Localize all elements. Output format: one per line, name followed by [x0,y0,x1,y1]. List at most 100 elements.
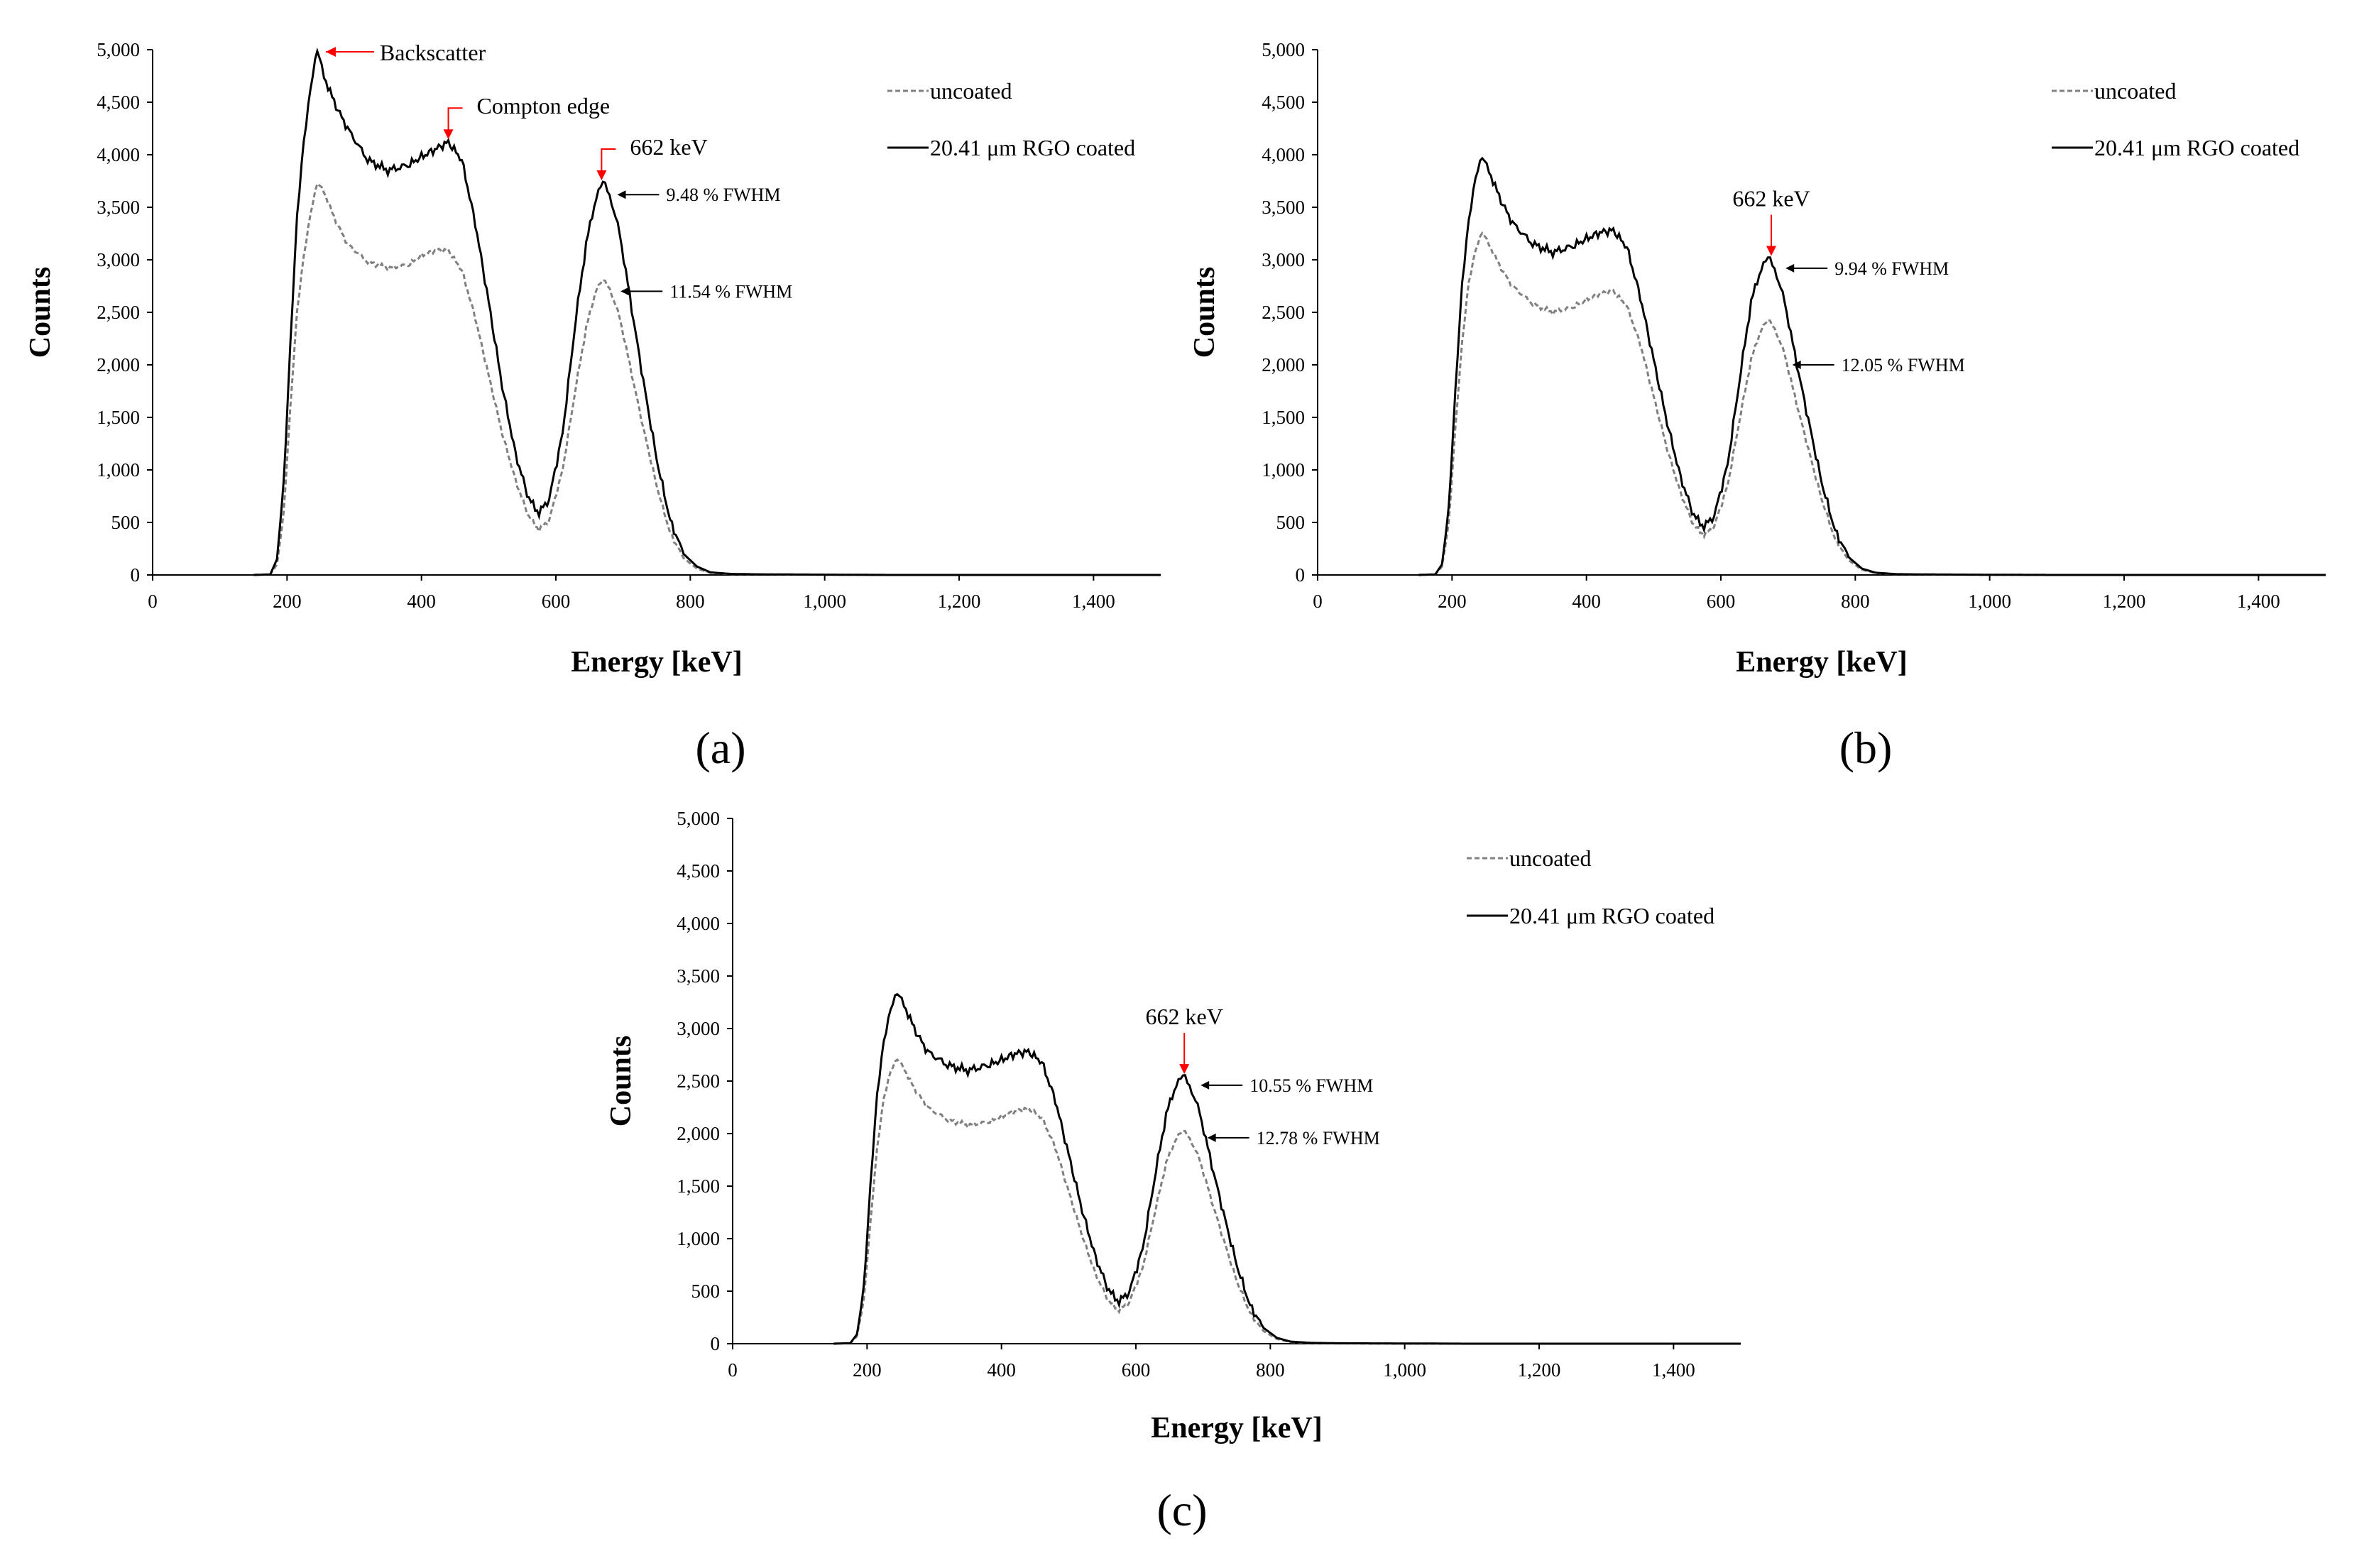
x-tick-label: 200 [273,591,302,612]
y-axis-ticks: 0 500 1,000 1,500 2,000 2,500 3,000 3,500 4,000 4… [677,808,733,1354]
y-tick-label: 2,500 [677,1070,720,1092]
legend: uncoated 20.41 μm RGO coated [1467,845,1714,928]
y-tick-label: 4,000 [1262,144,1305,165]
y-tick-label: 4,000 [97,144,140,165]
x-tick-label: 1,400 [1072,591,1115,612]
y-tick-label: 5,000 [97,39,140,60]
x-tick-label: 800 [676,591,705,612]
x-axis-ticks: 0 200 400 600 800 1,000 1,200 1,400 [1313,575,2280,612]
y-tick-label: 1,000 [677,1228,720,1249]
backscatter-annotation: Backscatter [380,40,486,65]
fwhm_uncoated-arrowhead [1207,1133,1216,1142]
annotations: Backscatter Compton edge 662 keV 9.48 % … [325,40,792,302]
y-axis-ticks: 0 500 1,000 1,500 2,000 2,500 3,000 3,500 4,000 4… [97,39,153,586]
x-axis-ticks: 0 200 400 600 800 1,000 1,200 1,400 [728,1344,1695,1381]
y-axis-ticks: 0 500 1,000 1,500 2,000 2,500 3,000 3,500 4,000 4… [1262,39,1318,586]
x-tick-label: 1,000 [1968,591,2011,612]
y-tick-label: 1,500 [677,1175,720,1197]
y-tick-label: 5,000 [1262,39,1305,60]
y-tick-label: 1,000 [1262,459,1305,481]
fwhm-coated-annotation: 9.48 % FWHM [666,185,780,205]
y-tick-label: 3,000 [1262,249,1305,270]
fwhm_coated-arrowhead [1200,1080,1210,1090]
x-tick-label: 0 [1313,591,1323,612]
peak-arrow [601,148,616,173]
chart-panel-c: 0 500 1,000 1,500 2,000 2,500 3,000 3,500 4,000 4… [582,770,1792,1564]
y-tick-label: 4,500 [97,92,140,113]
compton-edge-annotation: Compton edge [477,93,611,119]
fwhm-coated-annotation: 9.94 % FWHM [1834,258,1949,279]
y-tick-label: 0 [131,564,141,586]
y-tick-label: 0 [711,1333,721,1354]
x-axis-ticks: 0 200 400 600 800 1,000 1,200 1,400 [148,575,1115,612]
y-tick-label: 4,500 [677,860,720,882]
peak-annotation: 662 keV [630,134,707,160]
peak-annotation: 662 keV [1146,1004,1223,1029]
coated-series-line [1418,156,2326,576]
panel-label: (a) [695,723,745,773]
x-tick-label: 1,200 [938,591,981,612]
chart-c-svg: 0 500 1,000 1,500 2,000 2,500 3,000 3,500 4,000 4… [605,808,1741,1535]
y-tick-label: 2,000 [97,354,140,375]
legend-uncoated-label: uncoated [1509,845,1592,871]
y-tick-label: 3,500 [1262,197,1305,218]
x-tick-label: 400 [987,1359,1016,1381]
x-tick-label: 1,400 [1652,1359,1695,1381]
x-axis-title: Energy [keV] [571,646,742,679]
legend-uncoated-label: uncoated [930,78,1012,104]
y-tick-label: 2,000 [1262,354,1305,375]
backscatter-arrowhead [325,46,336,57]
fwhm_coated-arrowhead [617,190,626,199]
fwhm_coated-arrowhead [1785,263,1795,273]
uncoated-series-line [253,182,1161,576]
annotations: 662 keV 9.94 % FWHM 12.05 % FWHM [1732,186,1964,375]
x-tick-label: 600 [1707,591,1736,612]
legend-uncoated-label: uncoated [2094,78,2177,104]
y-tick-label: 1,000 [97,459,140,481]
y-tick-label: 2,500 [97,302,140,323]
y-tick-label: 500 [111,512,141,533]
compton-arrow [447,107,463,133]
y-tick-label: 1,500 [1262,407,1305,428]
y-tick-label: 3,500 [677,965,720,987]
x-tick-label: 200 [853,1359,882,1381]
panel-label: (b) [1839,723,1893,773]
y-tick-label: 4,500 [1262,92,1305,113]
fwhm-uncoated-annotation: 12.78 % FWHM [1257,1128,1380,1148]
x-tick-label: 1,400 [2237,591,2280,612]
chart-panel-b: 0 500 1,000 1,500 2,000 2,500 3,000 3,500 4,000 4… [1164,0,2374,781]
x-tick-label: 800 [1256,1359,1285,1381]
y-tick-label: 3,000 [97,249,140,270]
y-tick-label: 500 [691,1281,721,1302]
x-tick-label: 1,200 [1518,1359,1561,1381]
fwhm-coated-annotation: 10.55 % FWHM [1249,1075,1373,1096]
fwhm-uncoated-annotation: 11.54 % FWHM [669,281,792,302]
fwhm_uncoated-arrowhead [620,287,630,296]
panel-label: (c) [1156,1485,1207,1535]
y-axis-title: Counts [605,1036,638,1126]
x-tick-label: 400 [407,591,436,612]
y-tick-label: 1,500 [97,407,140,428]
compton-arrowhead [443,129,454,140]
fwhm_uncoated-arrowhead [1792,361,1801,369]
fwhm-uncoated-annotation: 12.05 % FWHM [1842,355,1965,375]
chart-a-svg: 0 500 1,000 1,500 2,000 2,500 3,000 3,500 4,000 4… [24,39,1161,773]
x-tick-label: 1,000 [1383,1359,1426,1381]
y-tick-label: 4,000 [677,913,720,934]
x-tick-label: 0 [148,591,158,612]
peak-arrowhead [1766,246,1776,256]
peak-annotation: 662 keV [1732,186,1810,212]
legend: uncoated 20.41 μm RGO coated [2052,78,2299,160]
uncoated-series-line [833,1058,1741,1345]
y-tick-label: 500 [1276,512,1306,533]
x-tick-label: 600 [1122,1359,1151,1381]
legend-coated-label: 20.41 μm RGO coated [2094,135,2299,160]
x-tick-label: 400 [1572,591,1601,612]
uncoated-series-line [1418,231,2326,576]
legend: uncoated 20.41 μm RGO coated [887,78,1135,160]
x-axis-title: Energy [keV] [1736,646,1907,679]
peak-arrowhead [1179,1064,1190,1075]
y-axis-title: Counts [1188,267,1221,358]
x-tick-label: 600 [542,591,571,612]
x-tick-label: 1,200 [2103,591,2146,612]
